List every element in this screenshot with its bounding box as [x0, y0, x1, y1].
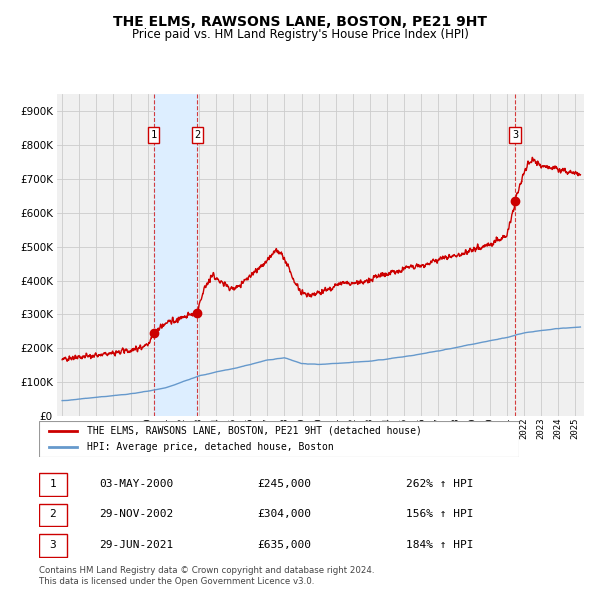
Text: 1: 1 — [49, 478, 56, 489]
Text: £635,000: £635,000 — [257, 540, 311, 550]
Text: 1: 1 — [151, 130, 157, 140]
Text: 184% ↑ HPI: 184% ↑ HPI — [406, 540, 474, 550]
Text: 3: 3 — [49, 540, 56, 550]
Text: HPI: Average price, detached house, Boston: HPI: Average price, detached house, Bost… — [87, 442, 334, 453]
Text: 03-MAY-2000: 03-MAY-2000 — [99, 478, 173, 489]
Bar — [39, 534, 67, 557]
Text: 3: 3 — [512, 130, 518, 140]
Text: 29-NOV-2002: 29-NOV-2002 — [99, 509, 173, 519]
Text: THE ELMS, RAWSONS LANE, BOSTON, PE21 9HT (detached house): THE ELMS, RAWSONS LANE, BOSTON, PE21 9HT… — [87, 425, 422, 435]
Text: 29-JUN-2021: 29-JUN-2021 — [99, 540, 173, 550]
Bar — [39, 503, 67, 526]
Text: 2: 2 — [194, 130, 200, 140]
Text: £304,000: £304,000 — [257, 509, 311, 519]
Text: 2: 2 — [49, 509, 56, 519]
Text: £245,000: £245,000 — [257, 478, 311, 489]
Text: Contains HM Land Registry data © Crown copyright and database right 2024.: Contains HM Land Registry data © Crown c… — [39, 566, 374, 575]
Text: THE ELMS, RAWSONS LANE, BOSTON, PE21 9HT: THE ELMS, RAWSONS LANE, BOSTON, PE21 9HT — [113, 15, 487, 29]
Bar — [154, 94, 197, 416]
Bar — [39, 473, 67, 496]
Text: This data is licensed under the Open Government Licence v3.0.: This data is licensed under the Open Gov… — [39, 577, 314, 586]
Text: 156% ↑ HPI: 156% ↑ HPI — [406, 509, 474, 519]
Text: 262% ↑ HPI: 262% ↑ HPI — [406, 478, 474, 489]
Text: Price paid vs. HM Land Registry's House Price Index (HPI): Price paid vs. HM Land Registry's House … — [131, 28, 469, 41]
